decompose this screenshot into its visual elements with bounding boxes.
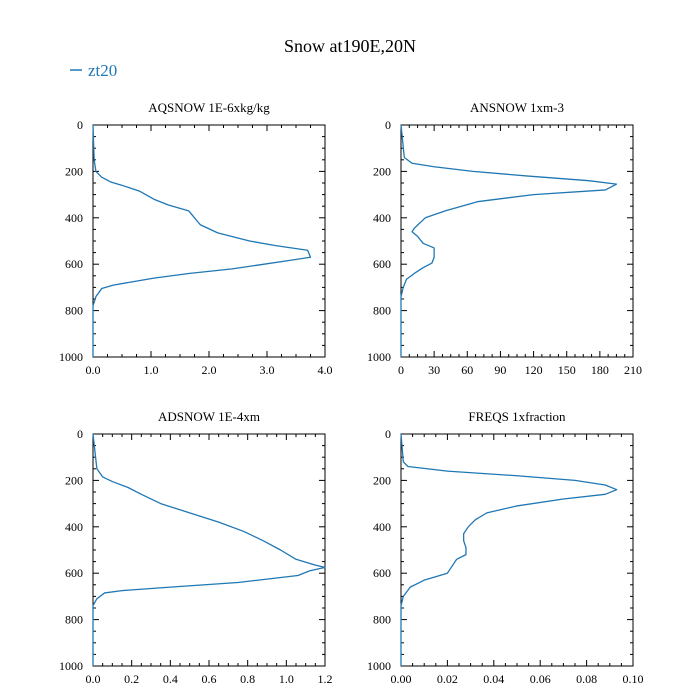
x-tick-label: 210 [624,363,642,377]
y-tick-label: 800 [373,613,391,627]
x-tick-label: 2.0 [202,363,217,377]
x-tick-label: 0.6 [202,672,217,686]
y-tick-label: 400 [373,211,391,225]
y-tick-label: 400 [65,211,83,225]
x-tick-label: 90 [494,363,506,377]
axes-frame [400,124,634,358]
x-tick-label: 150 [558,363,576,377]
series-line-zt20 [92,433,326,666]
x-tick-label: 0.10 [623,672,644,686]
x-tick-label: 0.0 [86,672,101,686]
y-tick-label: 0 [77,427,83,441]
x-tick-label: 0.02 [437,672,458,686]
x-tick-label: 0 [398,363,404,377]
y-tick-label: 800 [65,304,83,318]
legend-label: zt20 [88,61,117,80]
y-tick-label: 600 [373,257,391,271]
y-tick-label: 800 [373,304,391,318]
panel-freqs: FREQS 1xfraction 0.00 0.02 0.04 0.06 0.08 0.10… [367,409,644,686]
panel-title: ANSNOW 1xm-3 [470,100,564,115]
axes-frame [400,433,634,667]
x-tick-label: 0.8 [240,672,255,686]
x-tick-label: 120 [525,363,543,377]
y-tick-label: 0 [385,427,391,441]
x-tick-label: 60 [461,363,473,377]
panel-title: FREQS 1xfraction [468,409,566,424]
x-tick-label: 1.0 [144,363,159,377]
x-tick-label: 0.04 [483,672,504,686]
y-tick-label: 600 [373,566,391,580]
x-tick-label: 4.0 [318,363,333,377]
x-tick-label: 1.2 [318,672,333,686]
y-tick-label: 1000 [367,350,391,364]
x-tick-label: 1.0 [279,672,294,686]
y-tick-label: 1000 [59,659,83,673]
y-tick-label: 400 [65,520,83,534]
panel-adsnow: ADSNOW 1E-4xm 0.0 0.2 0.4 0.6 0.8 1.0 1.2 0 200 40… [59,409,333,686]
x-tick-label: 0.2 [124,672,139,686]
y-tick-label: 400 [373,520,391,534]
y-tick-label: 600 [65,566,83,580]
y-tick-label: 200 [65,473,83,487]
y-tick-label: 200 [65,164,83,178]
axes-frame [92,124,326,358]
y-tick-label: 800 [65,613,83,627]
x-tick-label: 30 [428,363,440,377]
figure-title: Snow at190E,20N [284,36,416,56]
x-tick-label: 0.0 [86,363,101,377]
x-tick-label: 0.4 [163,672,178,686]
series-line-zt20 [400,433,618,666]
x-tick-label: 3.0 [260,363,275,377]
panel-title: ADSNOW 1E-4xm [158,409,260,424]
panel-aqsnow: AQSNOW 1E-6xkg/kg 0.0 1.0 2.0 3.0 4.0 0 200 400 6… [59,100,333,377]
y-tick-label: 200 [373,164,391,178]
y-tick-label: 0 [77,118,83,132]
x-tick-label: 180 [591,363,609,377]
y-tick-label: 200 [373,473,391,487]
x-tick-label: 0.00 [391,672,412,686]
axes-frame [92,433,326,667]
series-line-zt20 [92,124,312,357]
x-tick-label: 0.08 [576,672,597,686]
y-tick-label: 1000 [367,659,391,673]
legend: zt20 [70,61,117,80]
y-tick-label: 1000 [59,350,83,364]
y-tick-label: 600 [65,257,83,271]
x-tick-label: 0.06 [530,672,551,686]
panel-ansnow: ANSNOW 1xm-3 0 30 60 90 120 150 180 210 0 200 400 60… [367,100,642,377]
panel-title: AQSNOW 1E-6xkg/kg [148,100,270,115]
y-tick-label: 0 [385,118,391,132]
series-line-zt20 [400,124,618,357]
